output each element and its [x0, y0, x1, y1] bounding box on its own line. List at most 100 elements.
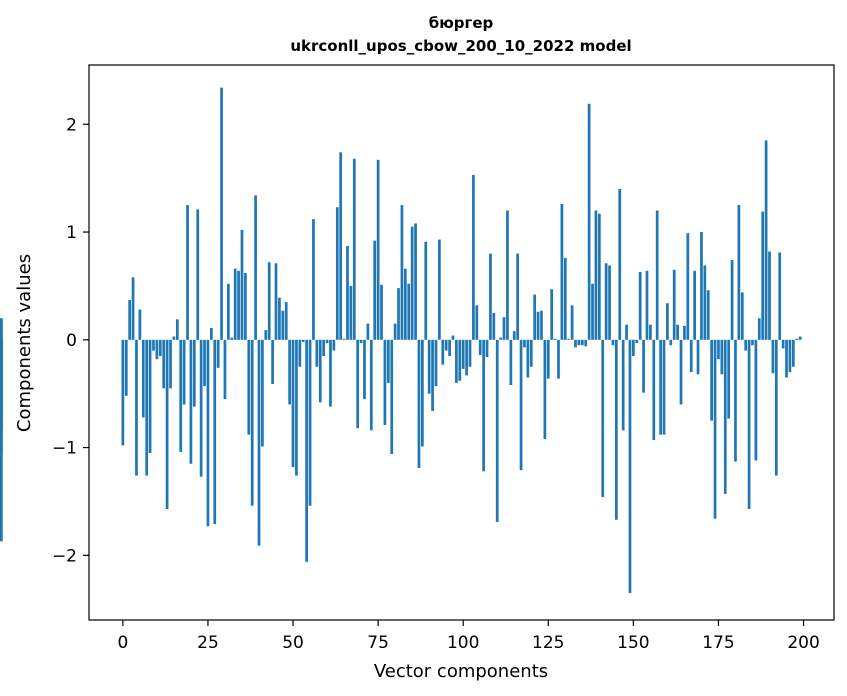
y-tick-label: −1 — [52, 439, 77, 459]
x-tick-label: 75 — [367, 633, 389, 653]
bar — [264, 330, 268, 340]
bar — [281, 310, 285, 340]
bar — [376, 159, 380, 340]
plot-frame — [88, 64, 835, 621]
x-tick-label: 150 — [617, 633, 649, 653]
bar — [672, 269, 676, 340]
bar — [662, 339, 666, 435]
bar — [751, 339, 754, 346]
bar — [312, 219, 315, 340]
bar — [737, 205, 741, 340]
bar — [693, 270, 696, 340]
x-axis-ticks: 0 25 50 75 100 125 150 175 200 — [117, 620, 820, 653]
bar — [580, 339, 584, 346]
bar — [747, 339, 751, 509]
bar — [608, 265, 611, 340]
bar — [781, 339, 785, 349]
bar — [298, 339, 302, 367]
bar — [567, 338, 571, 340]
bar — [495, 339, 499, 522]
bar — [383, 339, 387, 425]
bar — [563, 257, 567, 340]
bar — [393, 323, 397, 340]
bar — [315, 339, 319, 367]
bar — [230, 337, 234, 340]
bar — [655, 210, 659, 340]
bar — [703, 265, 707, 340]
x-axis-label: Vector components — [374, 661, 548, 682]
bar — [138, 309, 142, 340]
bar — [179, 339, 183, 452]
bar — [369, 339, 373, 431]
bar — [502, 317, 506, 340]
bar — [621, 339, 625, 431]
bar — [795, 338, 799, 340]
bar — [536, 311, 540, 340]
bar — [284, 302, 288, 340]
bar — [141, 339, 145, 418]
bar — [768, 251, 771, 340]
bar — [209, 327, 213, 340]
bar — [455, 339, 458, 383]
bar — [713, 339, 717, 519]
bar — [434, 339, 438, 387]
bar — [237, 270, 240, 340]
bar — [485, 339, 489, 358]
bar — [257, 339, 261, 546]
bar — [519, 339, 523, 471]
bars-group — [0, 87, 802, 594]
bar — [730, 260, 734, 340]
bar — [686, 233, 690, 340]
bar — [227, 283, 230, 340]
bar — [162, 339, 166, 389]
bar — [472, 174, 475, 340]
bar — [458, 339, 462, 381]
bar — [131, 277, 135, 340]
bar — [346, 246, 349, 340]
x-tick-label: 50 — [282, 633, 304, 653]
bar — [628, 339, 632, 594]
bar — [676, 324, 679, 340]
bar — [172, 336, 176, 340]
bar — [421, 339, 424, 447]
bar — [305, 339, 308, 562]
bar — [244, 272, 247, 340]
bar — [0, 318, 3, 340]
bar — [669, 339, 673, 346]
bar — [441, 339, 445, 365]
x-tick-label: 200 — [787, 633, 819, 653]
bar — [414, 223, 417, 340]
bar — [754, 339, 758, 461]
bar — [601, 339, 605, 498]
bar — [764, 140, 768, 340]
y-tick-label: 0 — [66, 331, 77, 351]
bar — [679, 339, 683, 405]
bar — [546, 339, 550, 379]
bar — [451, 335, 455, 340]
bar — [213, 339, 217, 525]
x-tick-label: 0 — [117, 633, 128, 653]
bar — [155, 339, 159, 360]
bar — [169, 339, 172, 389]
bar — [124, 339, 128, 396]
bar — [788, 339, 792, 373]
bar — [158, 339, 162, 356]
y-tick-label: −2 — [52, 546, 77, 566]
bar — [516, 253, 520, 340]
bar — [570, 305, 574, 340]
bar — [489, 253, 492, 340]
bar — [400, 205, 404, 340]
bar — [744, 339, 748, 351]
bar — [427, 339, 431, 394]
bar — [717, 339, 720, 360]
y-axis-label: Components values — [14, 254, 35, 432]
y-axis-ticks: −2 −1 0 1 2 — [52, 115, 89, 566]
bar — [359, 339, 363, 344]
bar — [557, 339, 560, 379]
bar — [727, 339, 731, 419]
bar — [512, 331, 516, 340]
bar — [254, 195, 257, 340]
bar — [791, 339, 795, 367]
bar — [482, 339, 485, 472]
bar — [438, 239, 441, 340]
